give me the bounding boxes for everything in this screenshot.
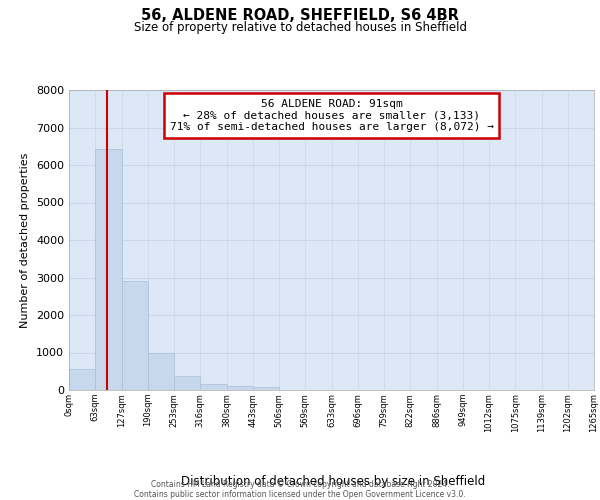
Bar (95, 149, 121, 390)
Y-axis label: Number of detached properties: Number of detached properties (20, 152, 31, 328)
Text: Size of property relative to detached houses in Sheffield: Size of property relative to detached ho… (133, 21, 467, 34)
Text: 56, ALDENE ROAD, SHEFFIELD, S6 4BR: 56, ALDENE ROAD, SHEFFIELD, S6 4BR (141, 8, 459, 22)
Bar (174, 376, 200, 390)
Bar (69, 370, 95, 390)
Bar (227, 386, 253, 390)
Text: Contains HM Land Registry data © Crown copyright and database right 2024.
Contai: Contains HM Land Registry data © Crown c… (134, 480, 466, 499)
Bar (200, 384, 227, 390)
Bar (253, 388, 279, 390)
Text: Distribution of detached houses by size in Sheffield: Distribution of detached houses by size … (181, 474, 485, 488)
Bar (148, 354, 174, 390)
Bar (121, 280, 148, 390)
Text: 56 ALDENE ROAD: 91sqm
← 28% of detached houses are smaller (3,133)
71% of semi-d: 56 ALDENE ROAD: 91sqm ← 28% of detached … (170, 99, 493, 132)
